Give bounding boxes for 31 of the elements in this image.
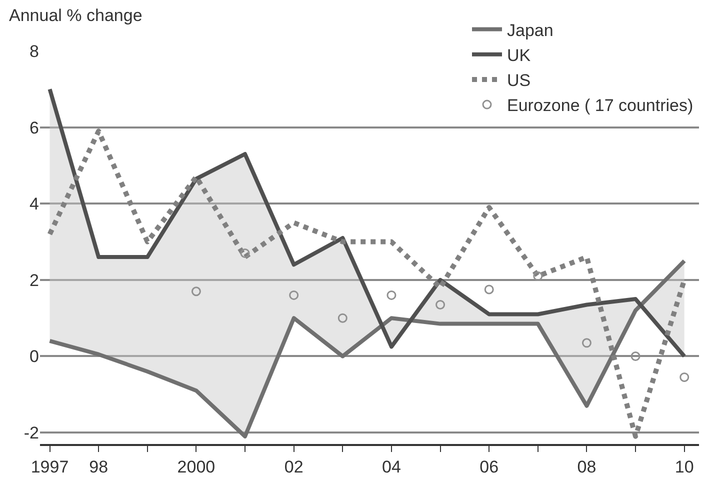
point <box>436 300 446 310</box>
y-tick-label: 2 <box>30 270 39 290</box>
x-tick-label: 10 <box>674 457 694 476</box>
legend-label: Eurozone ( 17 countries) <box>507 96 694 116</box>
point <box>386 290 396 300</box>
legend-label: UK <box>507 46 532 65</box>
point <box>484 284 494 294</box>
point <box>338 313 348 323</box>
point <box>240 248 250 258</box>
legend-label: US <box>507 71 531 90</box>
y-tick-label: 4 <box>30 194 39 214</box>
x-tick-label: 02 <box>284 457 304 476</box>
x-tick-label: 06 <box>480 457 499 476</box>
point <box>680 372 690 382</box>
point <box>582 338 592 348</box>
y-tick-label: 0 <box>30 347 39 366</box>
point <box>289 290 299 300</box>
x-tick-label: 1997 <box>30 457 69 476</box>
line-series <box>48 258 686 438</box>
point <box>533 271 543 281</box>
x-tick-label: 98 <box>89 457 108 476</box>
x-tick-label: 2000 <box>177 457 216 476</box>
legend-label: Japan <box>507 20 554 40</box>
y-tick-label: 6 <box>30 118 39 138</box>
x-tick-label: 08 <box>577 457 596 476</box>
y-tick-label: 8 <box>30 42 39 61</box>
point <box>630 351 640 361</box>
x-tick-label: 04 <box>382 457 401 476</box>
y-tick-label: -2 <box>24 424 39 442</box>
point <box>191 286 201 296</box>
y-axis-title: Annual % change <box>9 6 142 25</box>
